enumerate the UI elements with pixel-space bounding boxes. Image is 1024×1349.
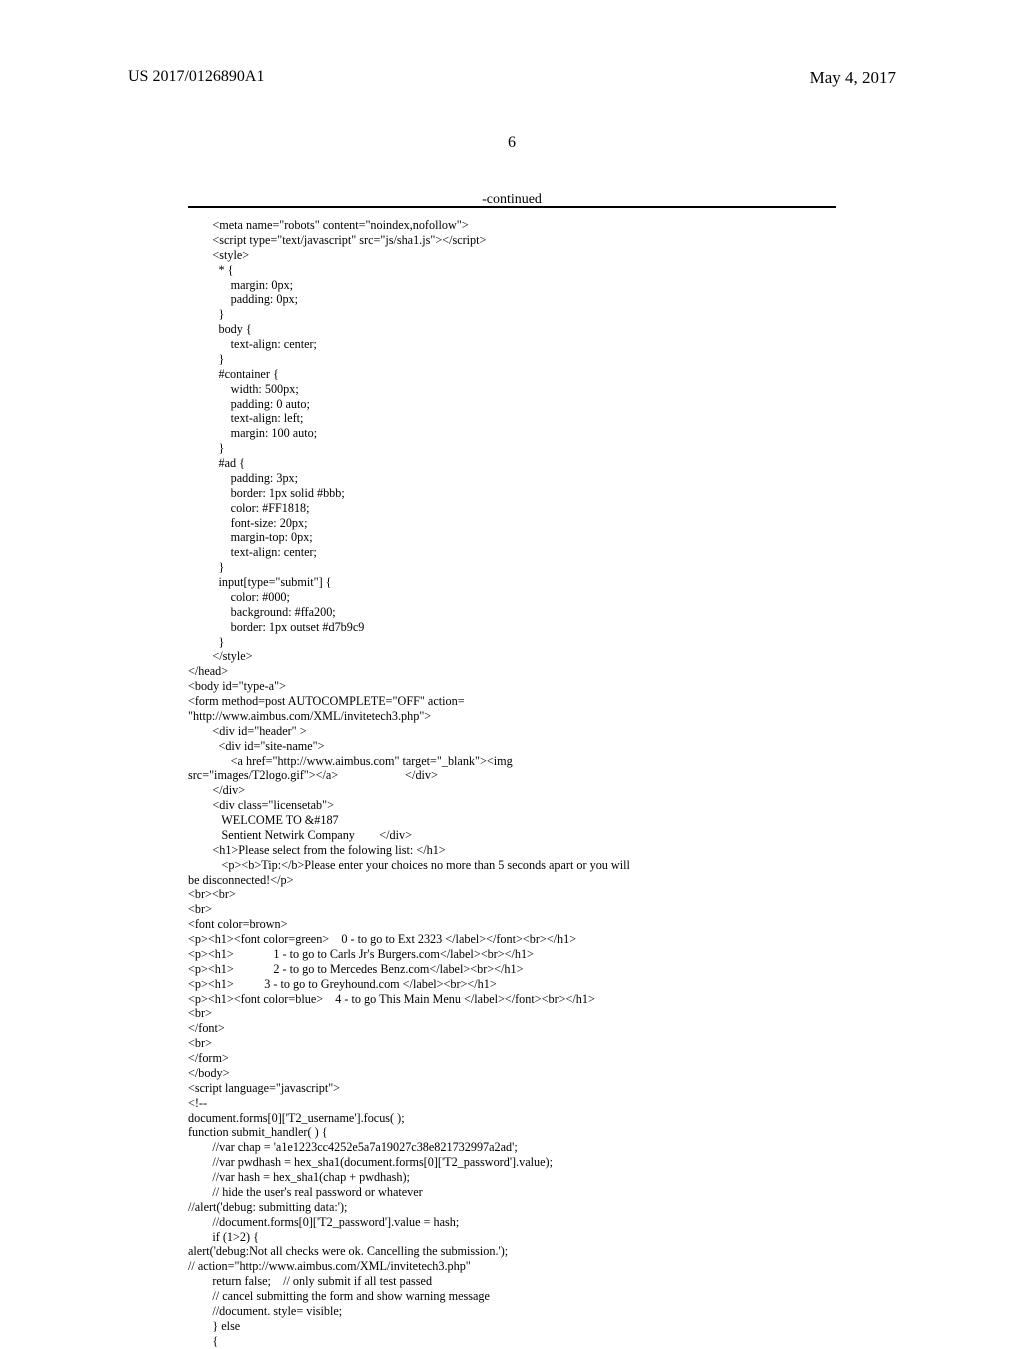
code-listing: <meta name="robots" content="noindex,nof…: [188, 218, 868, 1349]
header-publication-number: US 2017/0126890A1: [128, 68, 264, 86]
header-date: May 4, 2017: [810, 68, 896, 88]
horizontal-rule: [188, 206, 836, 208]
page-number: 6: [0, 134, 1024, 152]
